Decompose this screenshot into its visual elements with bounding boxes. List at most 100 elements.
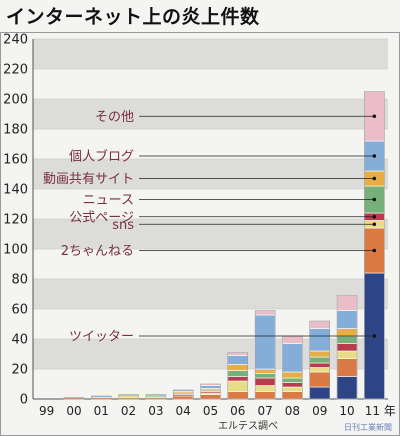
grid-band: [33, 189, 388, 219]
legend-leader-dot: [372, 222, 377, 227]
y-tick-label: 20: [11, 363, 28, 378]
bar-segment: [254, 377, 276, 386]
y-tick-label: 140: [3, 183, 28, 198]
x-tick-label: 07: [257, 404, 272, 418]
bar-segment: [254, 373, 276, 379]
y-tick-label: 160: [3, 153, 28, 168]
grid-band: [33, 99, 388, 129]
x-tick-label: 00: [66, 404, 81, 418]
bar-outline: [309, 320, 330, 400]
bar-segment: [282, 377, 303, 383]
bar-segment: [282, 343, 303, 373]
legend-label: 公式ページ: [69, 210, 134, 225]
bar-segment: [200, 394, 221, 400]
bar-outline: [336, 295, 358, 400]
bar-outline: [145, 394, 167, 400]
bar-segment: [309, 350, 331, 358]
bar-segment: [282, 335, 303, 344]
bar-segment: [309, 328, 331, 352]
y-tick-label: 200: [3, 93, 28, 108]
bar-segment: [227, 352, 249, 356]
bar-segment: [336, 328, 358, 337]
y-tick-label: 240: [3, 33, 28, 48]
bar-outline: [91, 395, 112, 400]
bar-segment: [227, 370, 249, 377]
bar-segment: [254, 385, 276, 392]
y-tick-label: 40: [11, 333, 28, 348]
grid-band: [33, 249, 388, 279]
bar-segment: [172, 395, 194, 400]
bar-outline: [227, 352, 249, 400]
x-tick-label: 10: [339, 404, 354, 418]
x-tick-label: 99: [39, 404, 54, 418]
source-credit: 日刊工業新聞: [344, 423, 392, 432]
bar-segment: [227, 355, 249, 365]
legend-leader-dot: [372, 114, 377, 119]
bar-segment: [227, 391, 249, 400]
bar-segment: [336, 376, 358, 400]
bar-segment: [227, 364, 249, 371]
y-tick-label: 100: [3, 243, 28, 258]
bar-segment: [309, 320, 331, 329]
x-tick-label: 05: [203, 404, 218, 418]
y-tick-label: 0: [20, 393, 28, 408]
bar-outline: [63, 397, 85, 400]
x-axis-note: エルテス調べ: [218, 419, 278, 432]
legend-leader-dot: [372, 334, 377, 338]
bar-segment: [282, 382, 303, 388]
bar-segment: [309, 367, 331, 373]
bar-segment: [309, 371, 331, 388]
bar-outline: [254, 310, 276, 400]
legend-label: 動画共有サイト: [43, 172, 134, 187]
bar-outline: [118, 394, 139, 400]
bar-segment: [282, 371, 303, 379]
x-tick-label: 02: [121, 404, 136, 418]
y-tick-label: 60: [11, 303, 28, 318]
x-tick-label: 03: [148, 404, 163, 418]
bar-segment: [336, 343, 358, 352]
bar-segment: [254, 368, 276, 374]
chart-title: インターネット上の炎上件数: [6, 6, 260, 28]
legend-label: その他: [95, 110, 134, 125]
grid-band: [33, 279, 388, 309]
bar-segment: [254, 314, 276, 370]
bar-segment: [254, 391, 276, 400]
bar-outline: [172, 389, 194, 400]
bar-segment: [336, 310, 358, 329]
bar-segment: [309, 356, 331, 364]
x-tick-label: 04: [176, 404, 191, 418]
x-tick-label: 08: [285, 404, 300, 418]
legend-label: 個人ブログ: [69, 149, 134, 165]
grid-band: [33, 39, 388, 69]
bar-outline: [200, 383, 221, 400]
y-tick-label: 220: [3, 63, 28, 78]
legend-leader-dot: [372, 154, 377, 158]
bar-segment: [309, 362, 331, 368]
bar-segment: [336, 350, 358, 359]
legend-label: ツイッター: [69, 330, 134, 345]
bar-segment: [200, 385, 221, 389]
y-tick-label: 80: [11, 273, 28, 288]
bar-segment: [227, 380, 249, 392]
x-tick-label: 01: [94, 404, 109, 418]
bar-segment: [336, 335, 358, 344]
bar-segment: [336, 295, 358, 311]
legend-label: 2ちゃんねる: [61, 244, 134, 259]
bar-outline: [364, 91, 385, 400]
grid-band: [33, 159, 388, 189]
legend-label: sns: [112, 218, 134, 233]
legend-label: ニュース: [83, 193, 134, 208]
x-tick-label: 09: [312, 404, 327, 418]
legend-leader-dot: [372, 176, 377, 181]
y-tick-label: 120: [3, 213, 28, 228]
bar-segment: [309, 386, 331, 400]
bar-segment: [336, 358, 358, 377]
grid-band: [33, 129, 388, 159]
x-tick-label: 06: [230, 404, 245, 418]
bar-segment: [254, 310, 276, 316]
grid-band: [33, 69, 388, 99]
legend-leader-dot: [372, 248, 377, 253]
x-tick-label: 11 年: [365, 404, 396, 418]
bar-segment: [282, 391, 303, 400]
